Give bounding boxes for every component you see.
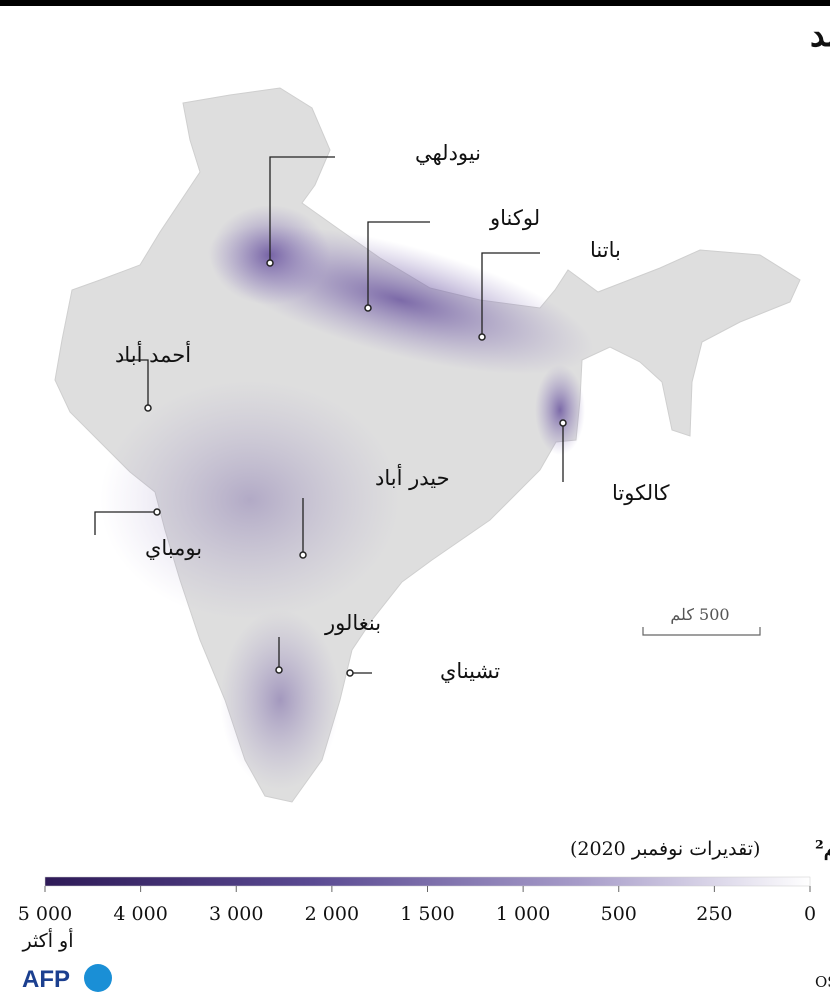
tick-label: 1 000 (496, 903, 550, 925)
legend-max-note: أو أكثر (21, 927, 73, 952)
city-label: كالكوتا (612, 481, 669, 506)
city-label: لوكناو (489, 206, 540, 231)
city-dot (299, 551, 307, 559)
tick-label: 5 000 (18, 903, 72, 925)
city-label: بومباي (145, 536, 202, 561)
tick-label: 0 (804, 903, 816, 925)
leader-line (94, 511, 157, 535)
source: المصادر: OSM، Humdata، Worldpop (815, 973, 830, 991)
city-label: باتنا (590, 238, 621, 262)
scale-bar: 500 كلم (642, 605, 761, 636)
tick-label: 250 (696, 903, 732, 925)
scale-line (642, 627, 761, 636)
footer: AFP المصادر: OSM، Humdata، Worldpop (22, 964, 830, 993)
city-dot (266, 259, 274, 267)
tick-label: 1 500 (400, 903, 454, 925)
logo-circle (84, 964, 112, 992)
city-dot (144, 404, 152, 412)
city-label: حيدر أباد (375, 463, 450, 491)
city-label: بنغالور (324, 611, 381, 636)
city-markers: نيودلهي لوكناو باتنا أحمد أباد كالكوتا ح… (94, 141, 669, 683)
map (54, 87, 801, 803)
city-label: نيودلهي (415, 141, 481, 166)
logo: AFP (22, 966, 70, 993)
leader-line (122, 359, 149, 408)
color-ramp (44, 876, 811, 887)
leader-line (367, 221, 430, 308)
tick-label: 2 000 (305, 903, 359, 925)
city-label: تشيناي (440, 659, 500, 683)
tick-label: 500 (601, 903, 637, 925)
city-dot (559, 419, 567, 427)
tick-label: 3 000 (209, 903, 263, 925)
city-label: أحمد أباد (115, 340, 191, 367)
city-dot (153, 508, 161, 516)
tick-label: 4 000 (113, 903, 167, 925)
leader-line (269, 156, 335, 263)
density-south (220, 610, 340, 790)
density-center (100, 380, 400, 620)
legend-subtitle: (تقديرات نوفمبر 2020) (570, 838, 760, 860)
city-dot (478, 333, 486, 341)
title: الكثافة السكانية في الهند (810, 15, 830, 55)
legend-ticks: 5 000 4 000 3 000 2 000 1 500 1 000 500 250 0 (18, 886, 816, 925)
top-bar (0, 0, 830, 6)
density-bengal (535, 365, 585, 455)
city-dot (346, 669, 354, 677)
scale-label: 500 كلم (670, 605, 729, 624)
city-dot (275, 666, 283, 674)
city-dot (364, 304, 372, 312)
leader-line (481, 252, 540, 337)
